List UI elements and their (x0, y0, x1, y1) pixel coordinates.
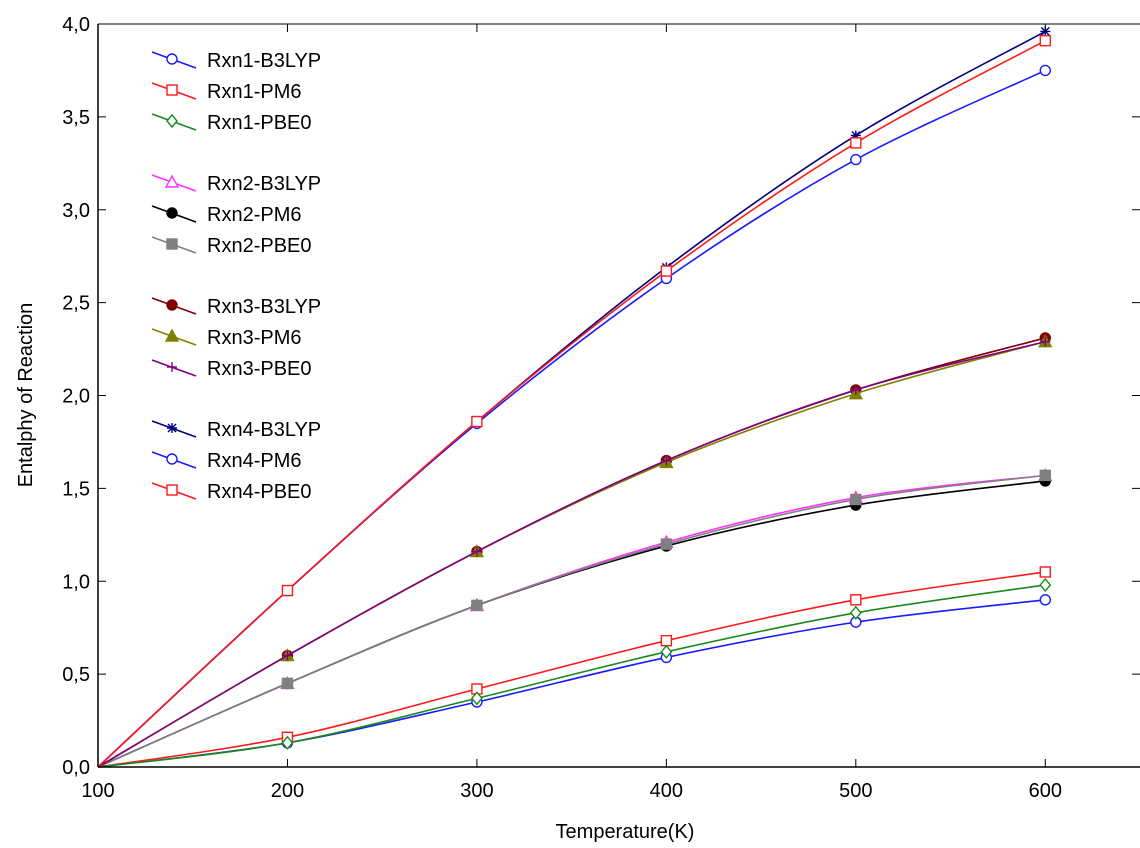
legend-marker (166, 453, 178, 465)
legend-item: Rxn3-PBE0 (151, 358, 312, 380)
legend-marker (164, 328, 180, 342)
data-point (281, 735, 294, 750)
legend-item: Rxn2-B3LYP (151, 173, 321, 195)
data-point (281, 677, 294, 690)
legend-marker (167, 362, 177, 372)
legend-marker (164, 174, 180, 188)
series-line (97, 40, 1046, 768)
data-point (470, 691, 483, 706)
data-point (1039, 64, 1051, 77)
data-point (1039, 469, 1051, 482)
data-point (850, 493, 862, 506)
legend: Rxn1-B3LYP Rxn1-PM6 Rxn1-PBE0 Rxn2-B3LYP Rxn… (151, 50, 321, 503)
data-point (282, 650, 293, 661)
data-point (1039, 594, 1051, 606)
data-point (850, 153, 862, 166)
legend-marker (166, 484, 178, 496)
legend-item: Rxn4-PBE0 (151, 481, 312, 503)
data-point (660, 538, 673, 550)
y-tick-label: 3,0 (62, 200, 90, 222)
legend-marker (166, 238, 178, 250)
data-point (850, 384, 861, 395)
series-layer (97, 26, 1053, 768)
data-point (1039, 566, 1051, 578)
x-tick-label: 100 (81, 780, 114, 802)
y-tick-label: 1,5 (62, 478, 90, 500)
data-point (660, 634, 673, 647)
data-point (661, 455, 672, 466)
series-line (97, 584, 1046, 768)
series-line (97, 340, 1046, 768)
legend-marker (166, 53, 178, 65)
legend-label: Rxn3-PBE0 (207, 358, 312, 380)
legend-item: Rxn1-PBE0 (151, 112, 312, 134)
data-point (850, 130, 861, 141)
x-tick-label: 500 (839, 780, 872, 802)
legend-marker (166, 299, 178, 311)
data-point (1039, 577, 1052, 593)
data-point (471, 415, 483, 428)
legend-item: Rxn1-B3LYP (151, 50, 321, 72)
series-line (97, 571, 1046, 768)
x-tick-label: 200 (271, 780, 304, 802)
data-point (850, 137, 862, 149)
data-point (1040, 336, 1051, 347)
series-rxn4-pbe0 (97, 35, 1051, 768)
legend-label: Rxn3-B3LYP (207, 296, 321, 318)
legend-label: Rxn2-B3LYP (207, 173, 321, 195)
series-line (97, 474, 1046, 768)
legend-item: Rxn3-B3LYP (151, 296, 321, 318)
y-axis-title: Entalphy of Reaction (15, 303, 37, 488)
data-point (660, 265, 673, 277)
legend-marker (166, 207, 178, 219)
legend-label: Rxn1-PM6 (207, 81, 301, 103)
legend-label: Rxn4-PM6 (207, 450, 301, 472)
data-point (471, 546, 482, 557)
legend-label: Rxn3-PM6 (207, 327, 301, 349)
legend-item: Rxn1-PM6 (151, 81, 301, 103)
legend-label: Rxn2-PBE0 (207, 235, 312, 257)
legend-label: Rxn1-B3LYP (207, 50, 321, 72)
series-rxn1-pbe0 (97, 577, 1052, 768)
data-point (849, 605, 862, 620)
legend-item: Rxn4-PM6 (151, 450, 301, 472)
legend-marker (166, 84, 178, 96)
x-tick-label: 400 (650, 780, 683, 802)
axes-layer: 0,0 0,5 1,0 1,5 2,0 2,5 3,0 3,5 4,0 100 200 300 400 5… (62, 14, 1140, 802)
y-tick-label: 2,0 (62, 386, 90, 408)
y-tick-label: 0,5 (62, 664, 90, 686)
legend-item: Rxn2-PM6 (151, 204, 301, 226)
y-tick-label: 4,0 (62, 14, 90, 36)
data-point (281, 584, 294, 597)
legend-line (151, 359, 197, 377)
legend-label: Rxn1-PBE0 (207, 112, 312, 134)
legend-marker (167, 423, 177, 433)
series-rxn3-pbe0 (97, 336, 1051, 768)
data-point (660, 644, 673, 659)
legend-item: Rxn2-PBE0 (151, 235, 312, 257)
plot-area (98, 24, 1139, 767)
legend-line (151, 420, 197, 438)
x-axis-title: Temperature(K) (556, 821, 695, 843)
y-tick-label: 0,0 (62, 757, 90, 779)
x-tick-label: 600 (1029, 780, 1062, 802)
data-point (1039, 35, 1051, 47)
legend-label: Rxn2-PM6 (207, 204, 301, 226)
legend-marker (166, 113, 178, 129)
data-point (471, 599, 483, 612)
y-tick-label: 3,5 (62, 107, 90, 129)
plot-background (98, 24, 1139, 767)
legend-item: Rxn4-B3LYP (151, 419, 321, 441)
data-point (850, 594, 862, 606)
x-tick-label: 300 (460, 780, 493, 802)
y-tick-label: 1,0 (62, 571, 90, 593)
legend-label: Rxn4-PBE0 (207, 481, 312, 503)
y-tick-label: 2,5 (62, 293, 90, 315)
legend-label: Rxn4-B3LYP (207, 419, 321, 441)
legend-item: Rxn3-PM6 (151, 327, 301, 349)
series-rxn2-pbe0 (97, 469, 1051, 768)
